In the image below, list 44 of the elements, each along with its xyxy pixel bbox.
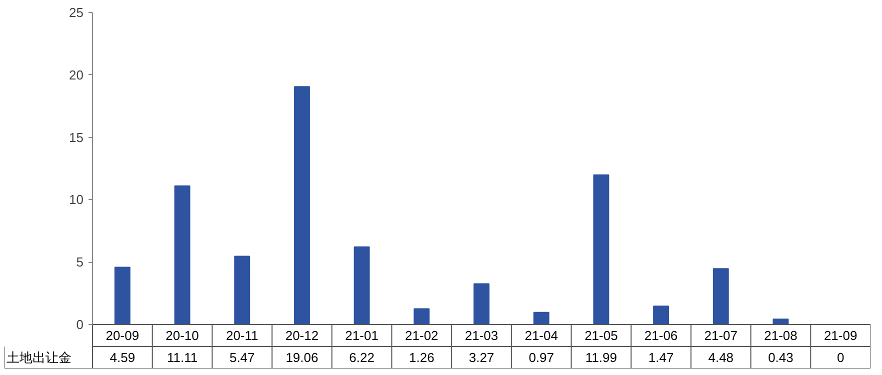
bar xyxy=(174,185,190,325)
bar xyxy=(114,266,130,325)
x-tick-label: 21-09 xyxy=(824,328,858,343)
x-tick-label: 21-02 xyxy=(405,328,438,343)
text: 土地出让金 xyxy=(6,350,72,365)
x-tick-label: 21-08 xyxy=(764,328,798,343)
bar xyxy=(474,283,490,325)
bar xyxy=(414,308,430,325)
bar xyxy=(533,312,550,325)
data-label: 4.59 xyxy=(110,350,136,365)
x-tick-label: 20-12 xyxy=(285,328,319,343)
data-label: 19.06 xyxy=(286,350,318,365)
data-label: 1.47 xyxy=(648,350,674,365)
data-label: 0.97 xyxy=(528,350,554,365)
bar xyxy=(653,306,670,325)
data-label: 5.47 xyxy=(229,350,255,365)
bar xyxy=(234,256,250,325)
x-tick-label: 21-07 xyxy=(704,328,738,343)
x-tick-label: 21-03 xyxy=(464,328,498,343)
x-tick-label: 21-04 xyxy=(524,328,558,343)
bar xyxy=(354,246,370,325)
x-tick-label: 21-05 xyxy=(584,328,618,343)
y-tick-label: 10 xyxy=(69,192,84,208)
data-label: 4.48 xyxy=(708,350,734,365)
data-label: 3.27 xyxy=(468,350,494,365)
x-tick-label: 20-11 xyxy=(226,328,258,343)
y-tick-label: 25 xyxy=(69,5,84,20)
y-tick-label: 15 xyxy=(69,130,84,145)
x-tick-label: 20-09 xyxy=(106,328,140,343)
data-label: 0 xyxy=(836,350,844,365)
x-tick-label: 20-10 xyxy=(166,328,199,343)
y-tick-label: 0 xyxy=(76,317,84,332)
data-label: 11.99 xyxy=(585,350,617,365)
data-label: 6.22 xyxy=(349,350,374,365)
data-label: 1.26 xyxy=(409,350,434,365)
x-tick-label: 21-06 xyxy=(644,328,678,343)
bar xyxy=(294,86,310,325)
x-tick-label: 21-01 xyxy=(345,328,378,343)
y-tick-label: 5 xyxy=(76,254,84,270)
bar xyxy=(593,174,610,325)
y-tick-label: 20 xyxy=(69,67,84,82)
data-label: 0.43 xyxy=(768,350,794,365)
bar xyxy=(712,268,729,325)
data-label: 11.11 xyxy=(166,350,198,365)
